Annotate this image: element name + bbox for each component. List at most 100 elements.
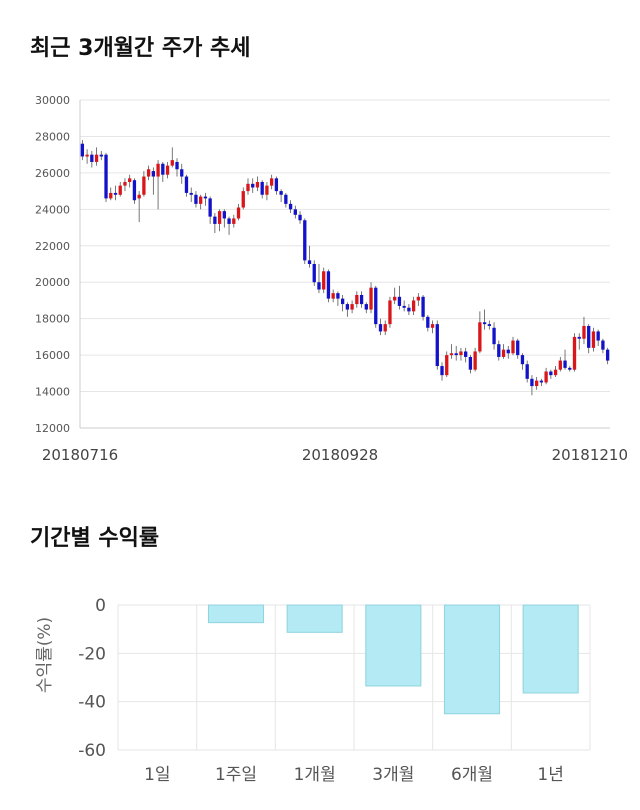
candle-down: [208, 198, 212, 217]
y-tick-label: 20000: [35, 276, 70, 289]
candle-down: [492, 327, 496, 345]
y-tick-label: -20: [78, 644, 106, 664]
candle-up: [146, 169, 151, 177]
candle-down: [317, 282, 321, 290]
candle-up: [393, 296, 397, 301]
candle-down: [284, 194, 288, 204]
candlestick-y-ticks: 12000 14000 16000 18000 20000 22000 24000 26000…: [35, 94, 70, 435]
candle-up: [246, 183, 250, 192]
category-label: 3개월: [372, 765, 414, 785]
candle-down: [203, 196, 208, 199]
return-bar: [522, 604, 579, 694]
candle-down: [468, 356, 473, 370]
candle-down: [222, 211, 226, 219]
return-bar: [286, 604, 343, 633]
candlestick-grid: [79, 99, 610, 429]
candle-down: [161, 163, 165, 175]
candle-down: [530, 378, 534, 387]
candle-down: [520, 355, 525, 365]
returns-bars: [207, 604, 579, 715]
candle-down: [577, 336, 581, 339]
candle-up: [473, 351, 477, 370]
candle-down: [307, 260, 312, 264]
returns-grid: [117, 604, 591, 751]
candle-down: [279, 191, 283, 195]
candle-up: [430, 324, 435, 328]
returns-title: 기간별 수익률: [30, 526, 160, 551]
candle-up: [156, 163, 160, 177]
candle-down: [184, 176, 189, 193]
candle-up: [142, 176, 146, 195]
candle-up: [478, 322, 482, 352]
candle-up: [511, 340, 515, 354]
candle-up: [165, 165, 170, 175]
candle-up: [265, 185, 269, 195]
candle-up: [350, 304, 354, 310]
candle-down: [440, 366, 444, 376]
candle-down: [587, 325, 591, 348]
y-tick-label: 22000: [35, 240, 70, 253]
candle-up: [322, 271, 326, 290]
candle-up: [241, 191, 245, 208]
candle-up: [128, 178, 132, 182]
y-tick-label: -60: [78, 741, 106, 761]
x-date-label: 20180928: [302, 446, 378, 464]
candle-down: [90, 154, 94, 162]
candle-down: [288, 203, 293, 210]
candle-down: [326, 271, 331, 299]
candle-up: [572, 336, 577, 370]
y-tick-label: 18000: [35, 313, 70, 326]
candle-up: [269, 178, 274, 186]
candle-down: [293, 209, 297, 215]
candle-down: [298, 214, 302, 221]
candle-up: [137, 194, 141, 199]
returns-bar-chart: 0 -20 -40 -60 1일 1주일 1개월 3개월 6개월 1년 수익률(%): [35, 596, 591, 785]
candle-down: [601, 340, 605, 350]
candle-up: [109, 192, 113, 199]
candle-down: [359, 294, 364, 305]
candle-up: [85, 154, 89, 157]
candle-down: [435, 324, 439, 367]
candle-up: [199, 196, 203, 204]
candle-up: [118, 185, 122, 195]
candle-down: [312, 264, 316, 283]
y-tick-label: 24000: [35, 203, 70, 216]
candle-down: [539, 380, 544, 383]
candle-down: [563, 360, 567, 368]
candle-down: [274, 178, 279, 192]
candle-up: [591, 331, 596, 348]
candle-down: [378, 324, 383, 332]
candle-down: [336, 293, 340, 299]
candle-down: [194, 194, 198, 204]
y-tick-label: 14000: [35, 386, 70, 399]
candle-down: [80, 143, 85, 157]
x-date-label: 20181210: [552, 446, 628, 464]
candle-down: [596, 331, 600, 341]
y-tick-label: -40: [78, 693, 106, 713]
candle-down: [426, 316, 430, 328]
candle-down: [374, 287, 378, 325]
candle-down: [421, 296, 425, 317]
returns-y-axis-label: 수익률(%): [35, 617, 55, 693]
candle-down: [227, 218, 231, 224]
candle-down: [251, 183, 255, 188]
candle-up: [369, 287, 373, 310]
candle-up: [544, 371, 548, 383]
candle-down: [364, 304, 368, 310]
candle-down: [189, 192, 193, 195]
category-label: 1개월: [294, 765, 336, 785]
candle-down: [397, 296, 402, 306]
candle-up: [123, 182, 127, 186]
candle-up: [534, 380, 539, 387]
y-tick-label: 0: [95, 596, 106, 616]
candle-down: [497, 344, 501, 357]
candle-down: [525, 364, 529, 379]
y-tick-label: 28000: [35, 130, 70, 143]
return-bar: [207, 604, 265, 624]
candle-down: [568, 367, 572, 370]
candle-up: [232, 218, 236, 224]
category-label: 1일: [144, 765, 170, 785]
candle-down: [132, 180, 137, 201]
candle-down: [113, 192, 118, 195]
y-tick-label: 12000: [35, 422, 70, 435]
